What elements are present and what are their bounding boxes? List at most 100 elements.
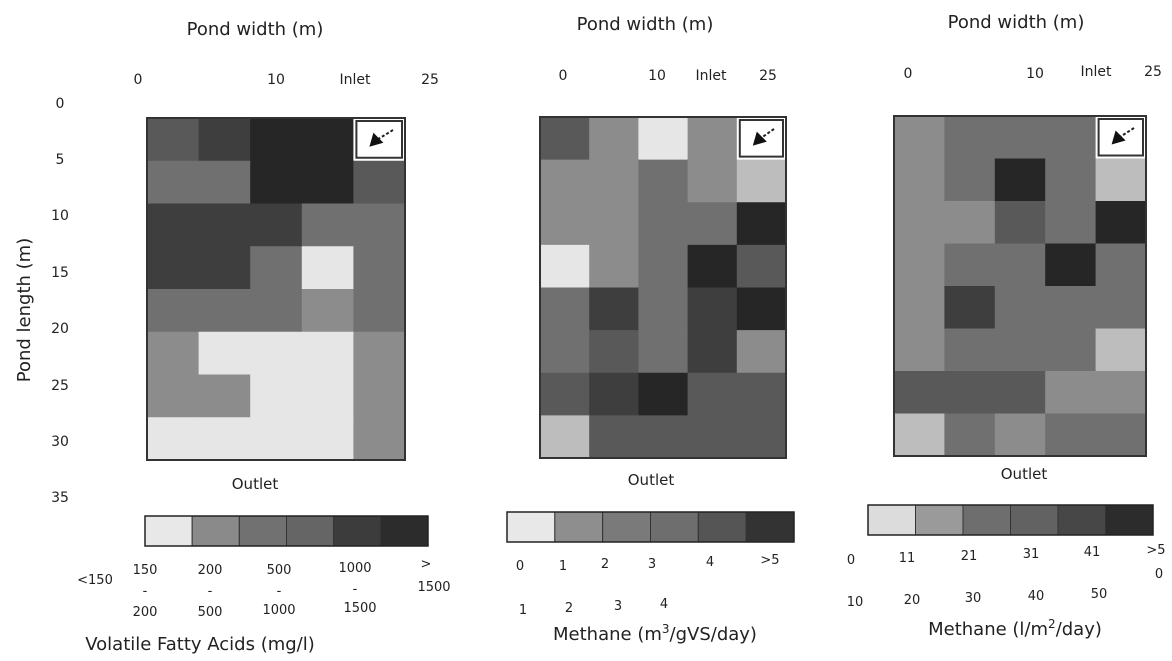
heatmap-cell xyxy=(147,246,200,290)
panel1-xlabel: Pond width (m) xyxy=(187,19,324,40)
heatmap-cell xyxy=(894,328,945,372)
heatmap-frame xyxy=(893,115,1147,457)
heatmap-cell xyxy=(687,287,738,331)
heatmap-cell xyxy=(1045,413,1097,457)
panel1-xtick-inlet: Inlet xyxy=(340,72,372,88)
panel2-legend xyxy=(506,511,795,543)
panel3-legend-title-prefix: Methane (l/m xyxy=(928,619,1048,640)
panel3-legend-label-20: 20 xyxy=(904,593,921,608)
panel2-legend-title-sup: 3 xyxy=(662,622,670,636)
heatmap-cell xyxy=(1045,201,1097,244)
heatmap-cell xyxy=(147,118,200,162)
panel2-legend-label-3: 3 xyxy=(648,557,656,572)
panel3-legend-title-suffix: /day) xyxy=(1056,619,1102,640)
heatmap-cell xyxy=(250,203,303,247)
heatmap-cell xyxy=(198,246,251,290)
panel1-legend-label-1500-top: 1500 xyxy=(417,580,450,595)
legend-swatch xyxy=(1105,504,1154,536)
panel3-legend-title: Methane (l/m2/day) xyxy=(928,617,1102,640)
legend-swatch xyxy=(1010,504,1059,536)
panel3-legend-label-11: 11 xyxy=(899,551,916,566)
panel1-legend-label-lt150: <150 xyxy=(77,573,113,588)
heatmap-cell xyxy=(589,117,639,161)
heatmap-cell xyxy=(147,289,200,333)
heatmap-cell xyxy=(687,415,738,459)
panel2-legend-label-4b: 4 xyxy=(660,597,668,612)
panel3-xtick-25: 25 xyxy=(1144,64,1162,80)
heatmap-cell xyxy=(944,201,996,244)
heatmap-cell xyxy=(353,246,406,290)
heatmap-cell xyxy=(894,371,945,414)
heatmap-cell xyxy=(736,244,787,288)
panel3-legend-label-50: 50 xyxy=(1091,587,1108,602)
heatmap-cell xyxy=(301,374,354,418)
legend-swatch xyxy=(602,511,652,543)
y-tick-10: 10 xyxy=(51,208,69,224)
panel3-xlabel: Pond width (m) xyxy=(948,12,1085,33)
panel1-xtick-25: 25 xyxy=(421,72,439,88)
inlet-arrow-head xyxy=(1111,130,1126,145)
panel2-legend-label-2: 2 xyxy=(601,557,609,572)
heatmap-cell xyxy=(994,201,1046,244)
legend-swatch xyxy=(915,504,964,536)
y-tick-25: 25 xyxy=(51,378,69,394)
panel3-legend xyxy=(867,504,1154,536)
heatmap-cell xyxy=(198,118,251,162)
heatmap-cell xyxy=(687,202,738,246)
heatmap-cell xyxy=(198,289,251,333)
heatmap-cell xyxy=(736,159,787,203)
heatmap-cell xyxy=(147,331,200,375)
legend-frame xyxy=(867,504,1154,536)
arrow-icon xyxy=(752,128,775,146)
legend-swatch xyxy=(697,511,747,543)
inlet-arrow-head xyxy=(369,132,384,147)
panel1-legend-label-1500b: 1500 xyxy=(343,601,376,616)
heatmap-cell xyxy=(1045,371,1097,414)
heatmap-cell xyxy=(994,116,1046,159)
heatmap-cell xyxy=(540,330,590,374)
heatmap-cell xyxy=(301,246,354,290)
heatmap-cell xyxy=(994,328,1046,372)
legend-swatch xyxy=(962,504,1011,536)
heatmap-cell xyxy=(589,244,639,288)
panel2-grid xyxy=(539,116,787,459)
panel1-legend xyxy=(144,515,429,547)
heatmap-cell xyxy=(198,203,251,247)
panel2-xtick-inlet: Inlet xyxy=(696,68,728,84)
heatmap-cell xyxy=(994,371,1046,414)
panel3-xtick-0: 0 xyxy=(904,66,913,82)
heatmap-cell xyxy=(540,415,590,459)
heatmap-cell xyxy=(736,202,787,246)
heatmap-cell xyxy=(147,160,200,204)
y-tick-35: 35 xyxy=(51,490,69,506)
legend-swatch xyxy=(380,515,429,547)
heatmap-cell xyxy=(1095,413,1147,457)
heatmap-cell xyxy=(687,117,738,161)
panel1-grid xyxy=(146,117,406,461)
y-axis-label: Pond length (m) xyxy=(14,238,35,382)
y-tick-30: 30 xyxy=(51,434,69,450)
panel3-legend-label-gt5-zero: 0 xyxy=(1155,567,1163,582)
panel1-legend-label-150: 150 xyxy=(133,563,158,578)
heatmap-cell xyxy=(736,372,787,416)
legend-swatch xyxy=(191,515,240,547)
heatmap-cell xyxy=(944,286,996,329)
heatmap-cell xyxy=(250,118,303,162)
heatmap-cell xyxy=(353,331,406,375)
heatmap-cell xyxy=(250,374,303,418)
panel3-legend-label-31: 31 xyxy=(1023,547,1040,562)
heatmap-cell xyxy=(1045,243,1097,287)
heatmap-cell xyxy=(944,328,996,372)
legend-swatch xyxy=(650,511,699,543)
panel1-xtick-0: 0 xyxy=(134,72,143,88)
panel3-outlet-label: Outlet xyxy=(1001,465,1048,483)
heatmap-cell xyxy=(687,244,738,288)
legend-swatch xyxy=(286,515,335,547)
panel2-legend-label-2b: 2 xyxy=(565,601,573,616)
heatmap-cell xyxy=(540,244,590,288)
heatmap-cell xyxy=(894,286,945,329)
heatmap-cell xyxy=(147,203,200,247)
heatmap-cell xyxy=(944,158,996,202)
heatmap-cell xyxy=(250,289,303,333)
heatmap-cell xyxy=(994,413,1046,457)
